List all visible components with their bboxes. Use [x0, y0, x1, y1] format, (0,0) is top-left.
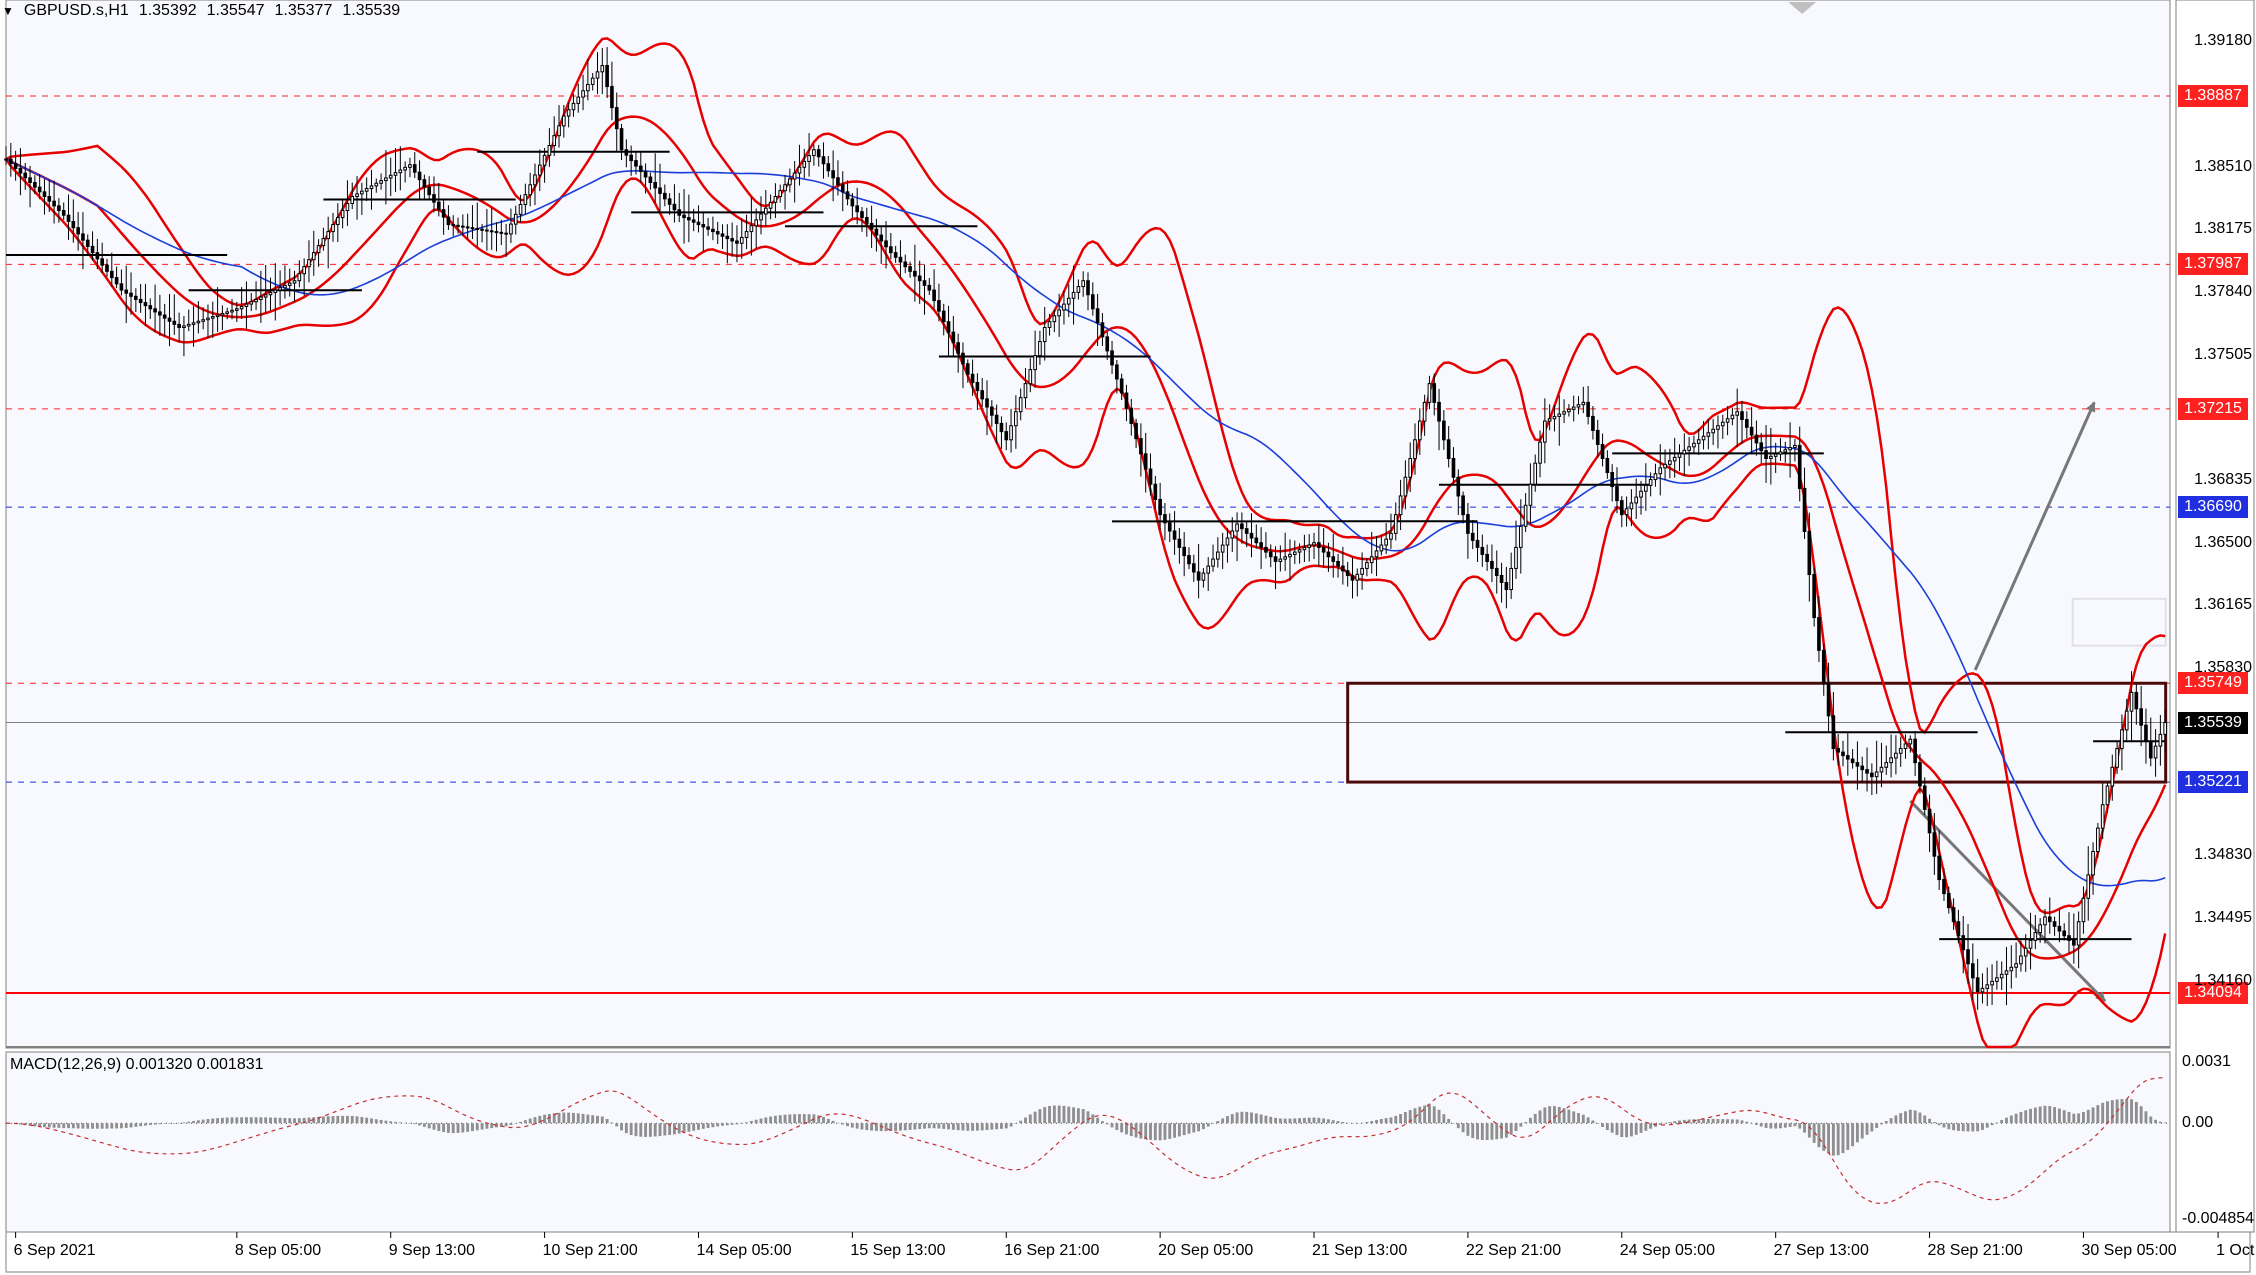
x-tick-label: 6 Sep 2021 [14, 1242, 96, 1260]
x-tick-label: 14 Sep 05:00 [696, 1242, 791, 1260]
x-tick-label: 30 Sep 05:00 [2081, 1242, 2176, 1260]
chart-header: ▼ GBPUSD.s,H1 1.35392 1.35547 1.35377 1.35539 [2, 2, 400, 20]
price-tag: 1.37987 [2178, 253, 2248, 275]
y-tick-label: 1.37840 [2182, 283, 2252, 301]
ohlc-value: 1.35377 [275, 2, 333, 20]
price-tag: 1.35221 [2178, 771, 2248, 793]
forex-chart-svg[interactable] [0, 0, 2256, 1275]
x-tick-label: 10 Sep 21:00 [543, 1242, 638, 1260]
y-tick-label: 1.36500 [2182, 534, 2252, 552]
x-tick-label: 16 Sep 21:00 [1004, 1242, 1099, 1260]
price-tag: 1.35539 [2178, 712, 2248, 734]
price-tag: 1.37215 [2178, 398, 2248, 420]
x-tick-label: 1 Oct 13:00 [2216, 1242, 2256, 1260]
y-tick-label: 1.34830 [2182, 846, 2252, 864]
x-tick-label: 21 Sep 13:00 [1312, 1242, 1407, 1260]
dropdown-triangle-icon[interactable]: ▼ [2, 4, 14, 18]
y-tick-label: 1.39180 [2182, 32, 2252, 50]
macd-tick-label: 0.00 [2182, 1114, 2213, 1132]
y-tick-label: 1.36835 [2182, 471, 2252, 489]
x-tick-label: 20 Sep 05:00 [1158, 1242, 1253, 1260]
x-tick-label: 9 Sep 13:00 [389, 1242, 475, 1260]
symbol-label: GBPUSD.s,H1 [24, 2, 129, 20]
price-tag: 1.38887 [2178, 85, 2248, 107]
y-tick-label: 1.35830 [2182, 659, 2252, 677]
y-tick-label: 1.38510 [2182, 158, 2252, 176]
price-panel[interactable] [6, 0, 2170, 1048]
x-tick-label: 8 Sep 05:00 [235, 1242, 321, 1260]
y-tick-label: 1.34160 [2182, 972, 2252, 990]
macd-panel[interactable] [6, 1052, 2170, 1232]
y-tick-label: 1.36165 [2182, 596, 2252, 614]
price-tag: 1.36690 [2178, 496, 2248, 518]
y-tick-label: 1.37505 [2182, 346, 2252, 364]
macd-title: MACD(12,26,9) 0.001320 0.001831 [10, 1056, 264, 1074]
x-tick-label: 15 Sep 13:00 [850, 1242, 945, 1260]
macd-tick-label: -0.004854 [2182, 1210, 2254, 1228]
y-axis-gutter [2176, 0, 2254, 1232]
x-tick-label: 28 Sep 21:00 [1928, 1242, 2023, 1260]
y-tick-label: 1.34495 [2182, 909, 2252, 927]
ohlc-value: 1.35539 [342, 2, 400, 20]
x-tick-label: 27 Sep 13:00 [1774, 1242, 1869, 1260]
x-tick-label: 22 Sep 21:00 [1466, 1242, 1561, 1260]
ohlc-value: 1.35547 [207, 2, 265, 20]
x-axis-gutter [6, 1232, 2250, 1272]
x-tick-label: 24 Sep 05:00 [1620, 1242, 1715, 1260]
macd-tick-label: 0.0031 [2182, 1053, 2231, 1071]
ohlc-value: 1.35392 [139, 2, 197, 20]
y-tick-label: 1.38175 [2182, 220, 2252, 238]
